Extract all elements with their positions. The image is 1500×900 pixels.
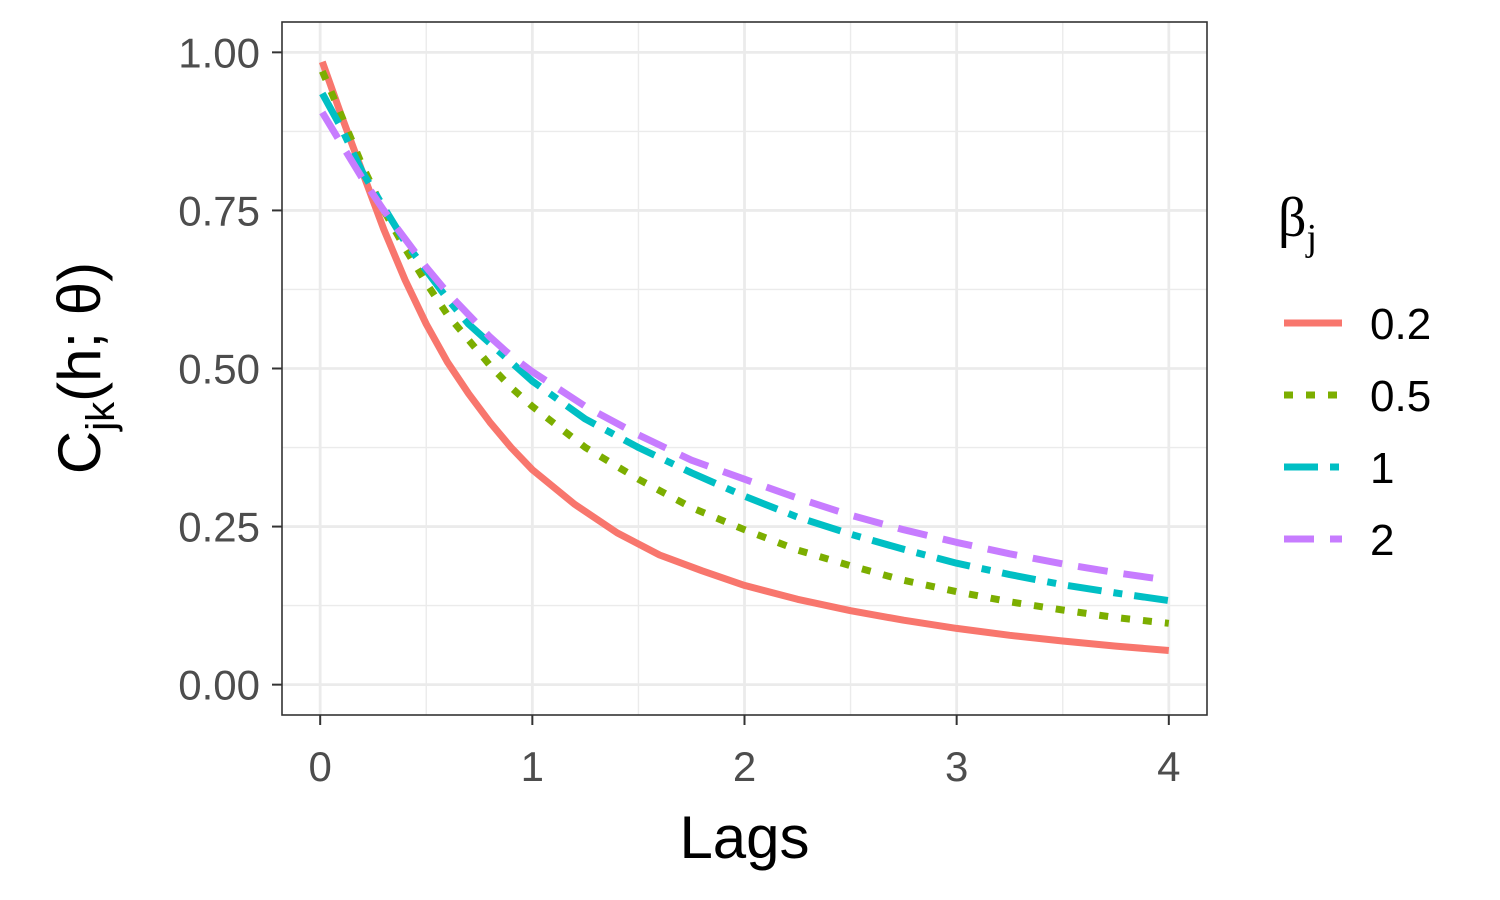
legend-label-0.2: 0.2 <box>1370 300 1431 349</box>
legend-label-2: 2 <box>1370 516 1394 565</box>
y-tick-label: 1.00 <box>178 29 260 76</box>
legend-title-subscript: j <box>1305 217 1318 259</box>
x-tick-label: 0 <box>309 743 332 790</box>
legend-label-1: 1 <box>1370 444 1394 493</box>
x-axis-title: Lags <box>679 804 809 871</box>
y-axis-title-args: (h; θ) <box>46 262 113 402</box>
legend-title-main: β <box>1278 187 1307 249</box>
y-axis-title: Cjk(h; θ) <box>46 262 123 474</box>
legend-title: βj <box>1278 187 1317 259</box>
y-axis-title-main: C <box>46 431 113 474</box>
x-tick-label: 4 <box>1157 743 1180 790</box>
legend: βj 0.2 0.5 1 2 <box>1278 187 1431 565</box>
x-tick-label: 2 <box>733 743 756 790</box>
y-tick-label: 0.00 <box>178 662 260 709</box>
y-tick-label: 0.75 <box>178 187 260 234</box>
x-tick-label: 3 <box>945 743 968 790</box>
y-tick-label: 0.25 <box>178 504 260 551</box>
x-tick-label: 1 <box>521 743 544 790</box>
axis-ticks <box>272 51 1170 725</box>
series-line-0.2 <box>319 60 1170 654</box>
series-line-2 <box>319 110 1170 584</box>
series-layer <box>319 60 1170 654</box>
y-tick-label: 0.50 <box>178 346 260 393</box>
tick-labels: 0 1 2 3 4 0.00 0.25 0.50 0.75 1.00 <box>178 29 1180 790</box>
legend-label-0.5: 0.5 <box>1370 372 1431 421</box>
y-axis-title-subscript: jk <box>79 401 123 432</box>
legend-items: 0.2 0.5 1 2 <box>1284 300 1431 565</box>
